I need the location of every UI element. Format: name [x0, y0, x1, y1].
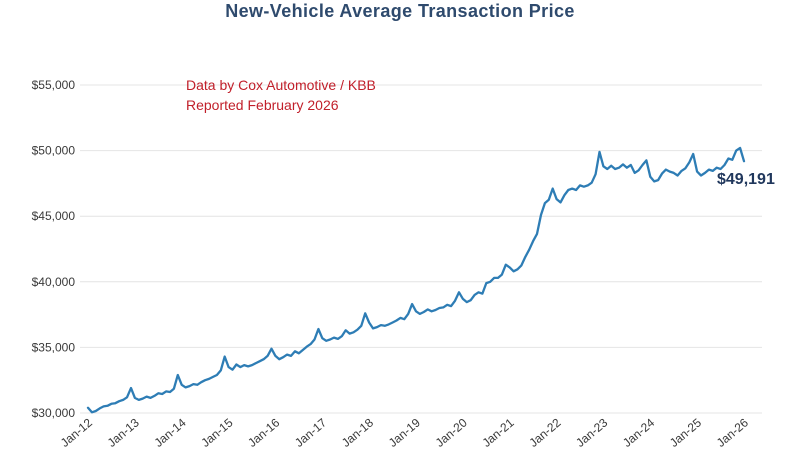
y-tick-label: $35,000: [32, 340, 76, 354]
x-tick-label: Jan-17: [292, 415, 329, 450]
latest-value-label: $49,191: [717, 171, 775, 188]
x-tick-label: Jan-16: [245, 415, 282, 450]
x-tick-label: Jan-23: [573, 415, 610, 450]
price-line: [86, 146, 746, 414]
x-tick-label: Jan-26: [714, 415, 751, 450]
x-tick-label: Jan-19: [386, 415, 423, 450]
x-tick-label: Jan-18: [339, 415, 376, 450]
x-tick-label: Jan-24: [620, 415, 657, 450]
chart-title: New-Vehicle Average Transaction Price: [225, 1, 575, 21]
x-tick-label: Jan-14: [152, 415, 189, 450]
annotation-date-line: Reported February 2026: [186, 97, 339, 113]
x-tick-label: Jan-12: [58, 415, 95, 450]
x-tick-label: Jan-21: [480, 415, 517, 450]
x-tick-label: Jan-13: [105, 415, 142, 450]
y-tick-label: $55,000: [32, 78, 76, 92]
y-tick-label: $40,000: [32, 275, 76, 289]
x-tick-label: Jan-22: [526, 415, 563, 450]
chart-annotations: Data by Cox Automotive / KBB Reported Fe…: [186, 77, 775, 188]
x-tick-label: Jan-15: [198, 415, 235, 450]
annotation-source-line: Data by Cox Automotive / KBB: [186, 77, 376, 93]
y-tick-label: $50,000: [32, 144, 76, 158]
y-tick-label: $45,000: [32, 209, 76, 223]
y-tick-label: $30,000: [32, 406, 76, 420]
x-tick-label: Jan-20: [433, 415, 470, 450]
x-tick-label: Jan-25: [667, 415, 704, 450]
